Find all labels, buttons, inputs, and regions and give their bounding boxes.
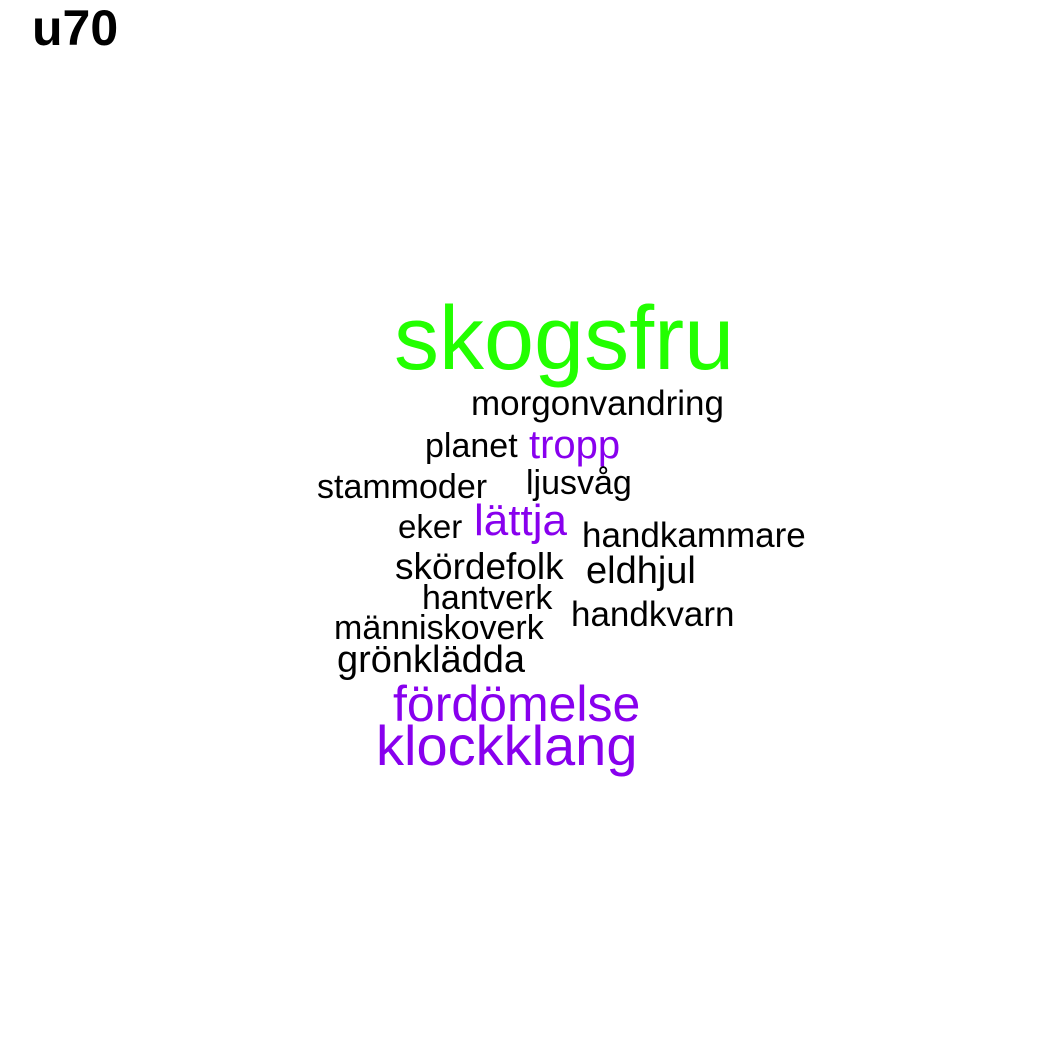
word-skordefolk: skördefolk bbox=[395, 546, 564, 587]
word-eldhjul: eldhjul bbox=[586, 550, 696, 592]
word-lattja: lättja bbox=[474, 496, 567, 545]
word-morgonvandring: morgonvandring bbox=[471, 384, 724, 423]
word-hantverk: hantverk bbox=[422, 579, 553, 617]
word-planet: planet bbox=[425, 427, 518, 465]
cloud-title: u70 bbox=[32, 0, 119, 56]
word-gronkladda: grönklädda bbox=[337, 639, 526, 681]
word-handkammare: handkammare bbox=[582, 516, 806, 555]
word-klockklang: klockklang bbox=[376, 714, 638, 777]
word-ljusvag: ljusvåg bbox=[526, 464, 632, 502]
word-skogsfru: skogsfru bbox=[394, 289, 735, 389]
word-stammoder: stammoder bbox=[317, 468, 488, 506]
word-tropp: tropp bbox=[529, 423, 621, 467]
word-fordomelse: fördömelse bbox=[393, 676, 641, 732]
word-handkvarn: handkvarn bbox=[571, 595, 735, 634]
word-manniskoverk: människoverk bbox=[334, 609, 544, 647]
word-eker: eker bbox=[398, 508, 463, 545]
